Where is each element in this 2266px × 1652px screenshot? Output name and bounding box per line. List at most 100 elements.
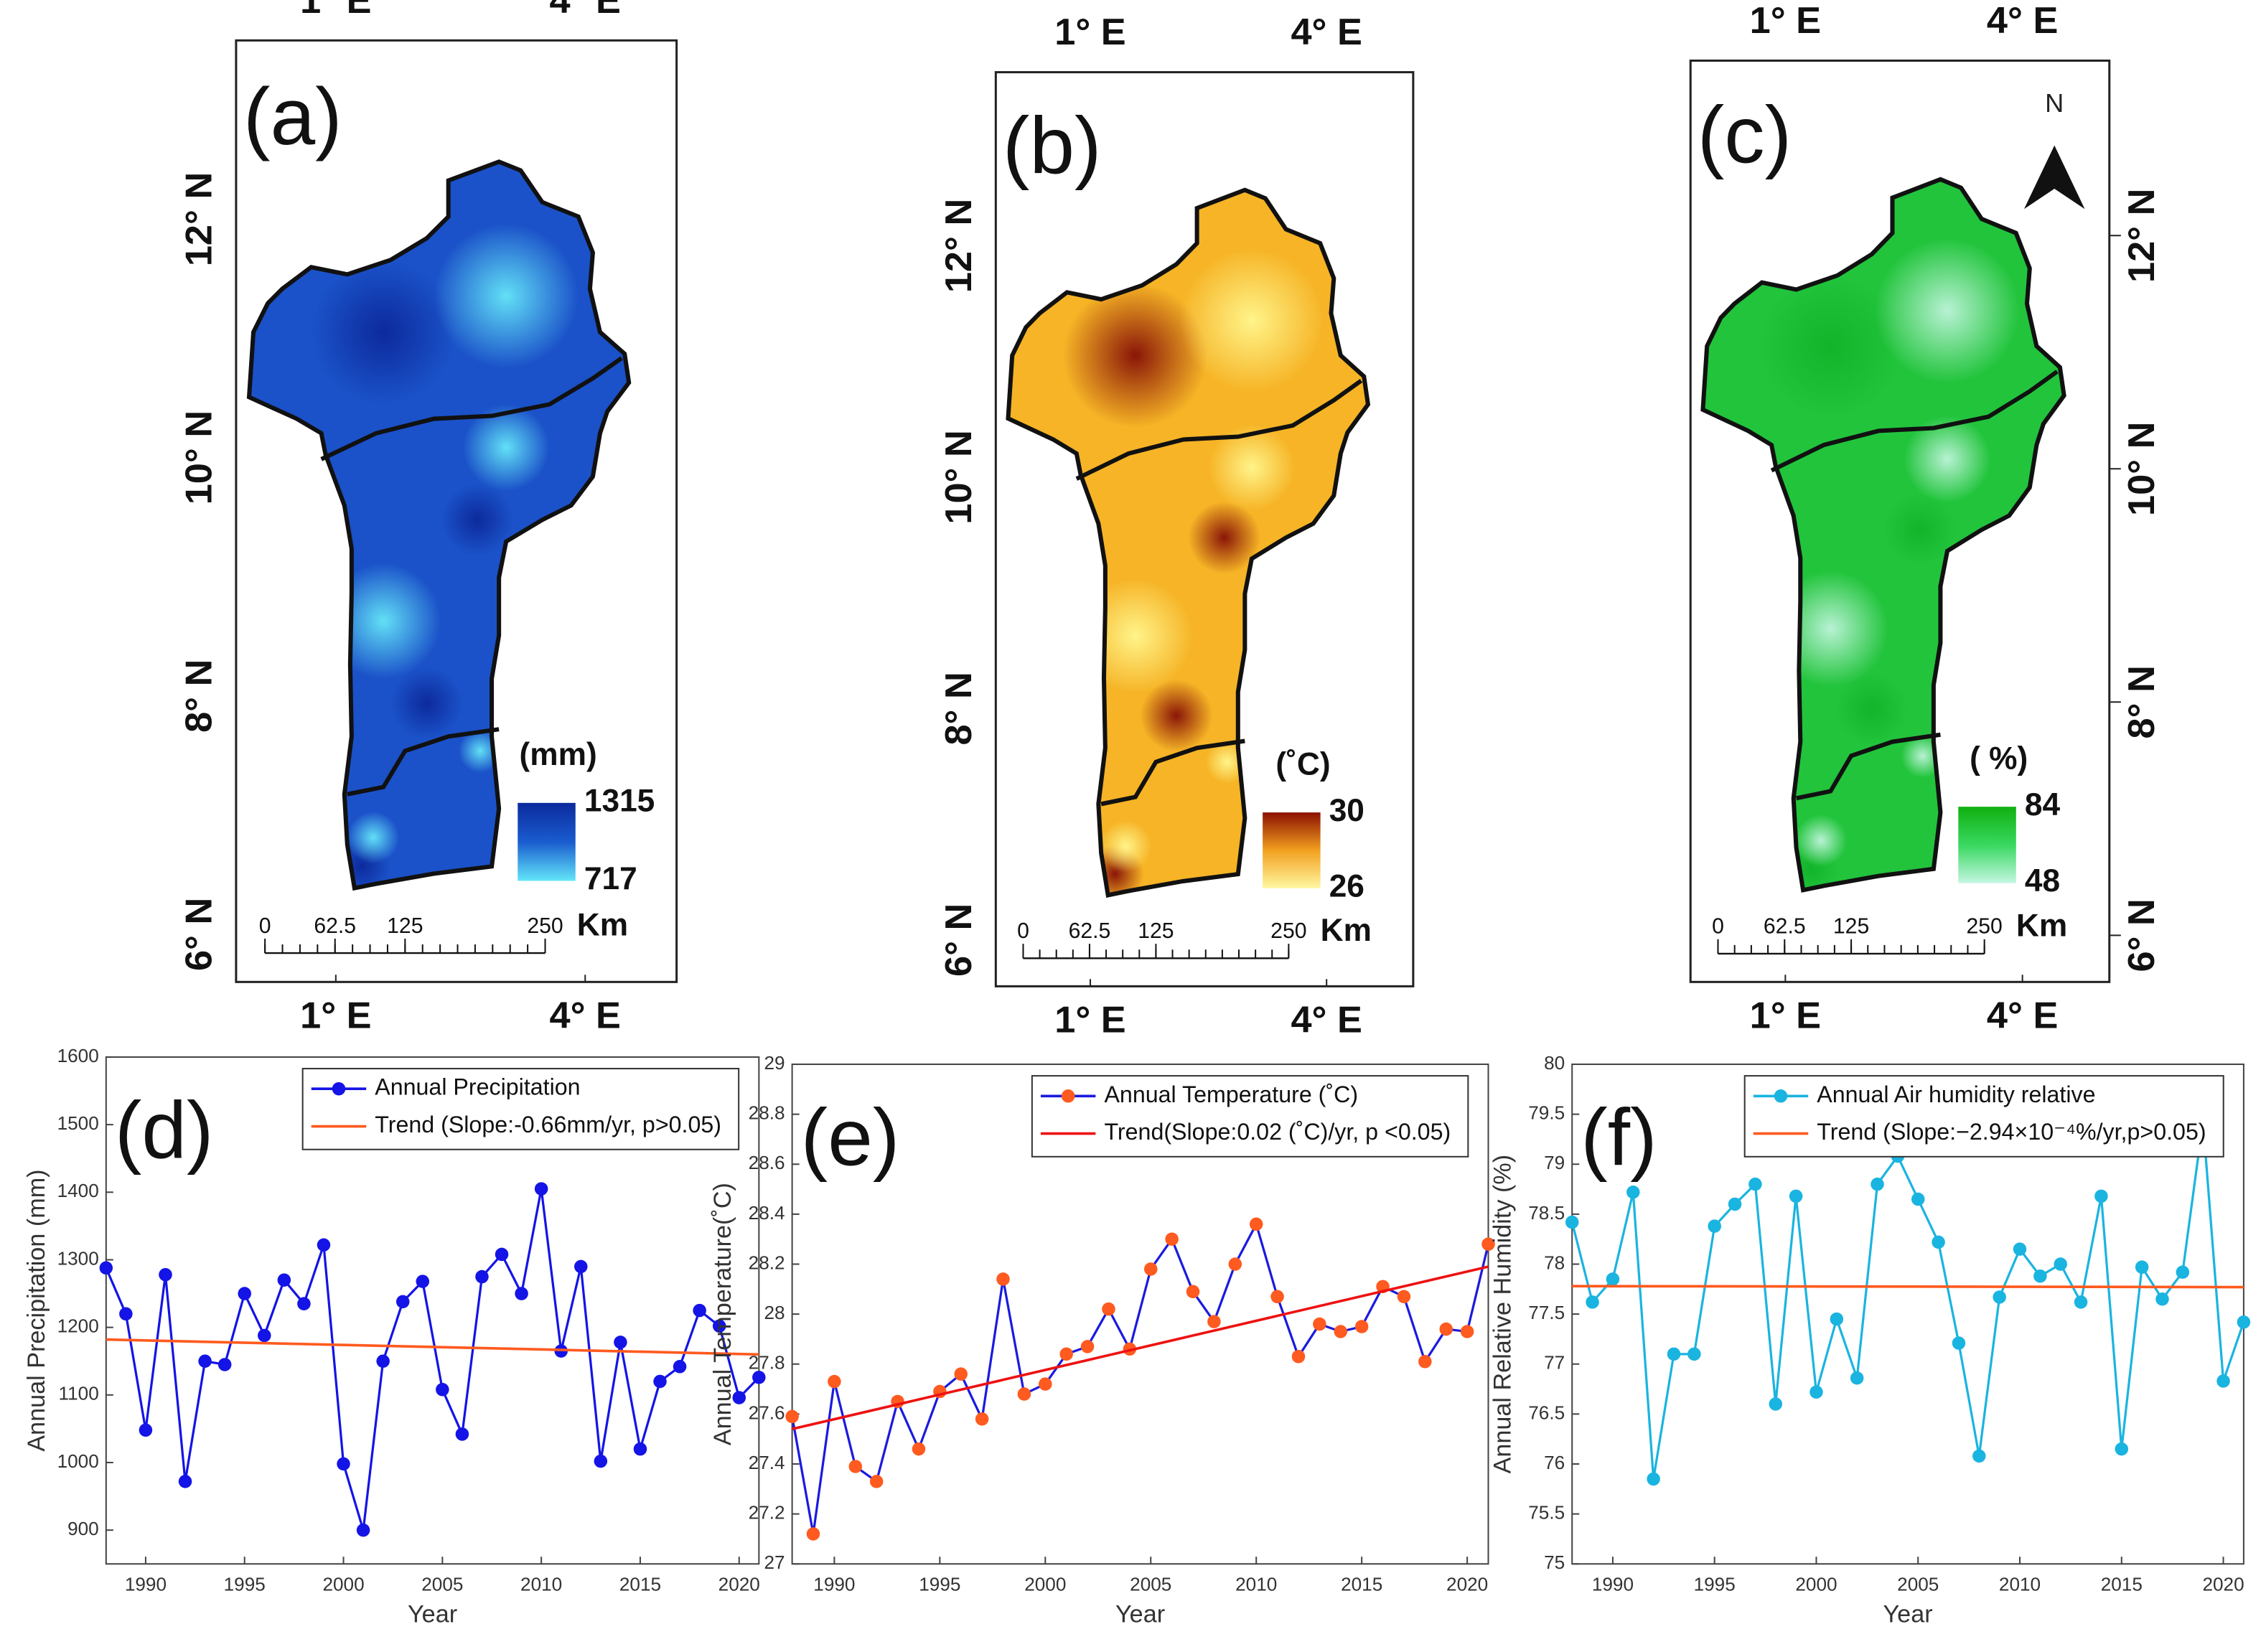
plot-area [99, 1182, 766, 1537]
data-point [277, 1273, 291, 1287]
y-tick-label: 27.2 [749, 1502, 785, 1524]
map-panel: (b) 1° E 1° E 4° E 4° E 6° N 8° N 10° N 12° N (˚C… [938, 11, 1415, 1041]
data-point [475, 1269, 489, 1284]
data-point [693, 1303, 706, 1318]
data-point [119, 1307, 133, 1321]
data-point [1871, 1177, 1884, 1191]
data-point [198, 1354, 212, 1368]
y-tick-label: 28.8 [749, 1102, 785, 1124]
data-point [1460, 1325, 1474, 1338]
legend: Annual Precipitation Trend (Slope:-0.66mm… [301, 1068, 740, 1150]
scalebar-unit: Km [1321, 913, 1372, 948]
y-tick-label: 900 [67, 1518, 99, 1539]
y-axis-label: Annual Precipitation (mm) [23, 1169, 50, 1451]
data-point [1039, 1377, 1052, 1391]
legend-marker [1061, 1089, 1075, 1103]
data-point [2054, 1257, 2067, 1271]
series-line [1572, 1285, 2244, 1289]
region-border [1100, 738, 1245, 807]
x-tick-label: 2000 [1795, 1573, 1837, 1595]
x-tick-label: 2000 [322, 1573, 364, 1595]
data-point [217, 1358, 232, 1371]
y-tick-label: 28 [764, 1302, 785, 1323]
map-fill [1703, 179, 2064, 891]
data-point [996, 1272, 1010, 1286]
scalebar-unit: Km [2016, 908, 2067, 943]
data-point [1687, 1347, 1701, 1361]
x-tick-label: 2005 [1130, 1573, 1171, 1595]
y-tick-label: 28.4 [749, 1202, 785, 1224]
data-point [297, 1297, 311, 1310]
data-point [1586, 1295, 1599, 1309]
y-tick-label: 27 [764, 1552, 785, 1573]
map-spot [311, 260, 456, 405]
data-point [954, 1367, 968, 1381]
y-tick-label: 27.6 [749, 1402, 785, 1423]
series-line [791, 1221, 1490, 1534]
scalebar-label: 250 [1270, 919, 1306, 943]
data-point [673, 1360, 687, 1374]
map-spot [390, 667, 463, 740]
colorbar-tick-label: 717 [584, 861, 637, 896]
map-panel: (a) 1° E 1° E 4° E 4° E 6° N 8° N 10° N 12° N (mm… [178, 0, 678, 1036]
y-tick-label: 79.5 [1528, 1102, 1565, 1124]
data-point [2115, 1442, 2129, 1456]
data-point [1647, 1472, 1660, 1486]
data-point [2176, 1265, 2190, 1279]
map-frame [1689, 60, 2111, 983]
data-point [317, 1238, 331, 1252]
series-line [1570, 1121, 2245, 1480]
y-tick-label: 8° N [2121, 665, 2163, 738]
data-point [828, 1374, 841, 1389]
colorbar-label: (˚C) [1275, 746, 1330, 782]
x-tick-label: 2005 [421, 1573, 463, 1595]
map-spot [462, 404, 550, 492]
map-spot [1758, 273, 1903, 418]
map-spot [1063, 283, 1208, 428]
y-tick-label: 75 [1544, 1552, 1565, 1573]
map-fill [249, 161, 629, 888]
data-point [594, 1454, 608, 1468]
scalebar-label: 0 [1017, 919, 1029, 943]
y-tick-label: 78 [1544, 1252, 1565, 1273]
colorbar [1958, 807, 2016, 883]
legend: Annual Air humidity relative Trend (Slope… [1743, 1075, 2224, 1158]
line-chart: 27 27.2 27.4 27.6 27.8 28 28.2 28.4 28.6 28.8 29 19… [709, 1052, 1495, 1628]
x-tick-label: 4° E [1987, 0, 2058, 42]
data-point [912, 1442, 926, 1456]
panel-label: (d) [115, 1084, 214, 1175]
data-point [1993, 1290, 2006, 1304]
data-point [376, 1354, 390, 1368]
scalebar-label: 62.5 [1764, 915, 1806, 939]
y-axis-label: Annual Temperature(˚C) [709, 1183, 736, 1445]
data-point [178, 1475, 192, 1488]
legend-box [1743, 1075, 2224, 1158]
x-tick-label: 2015 [619, 1573, 661, 1595]
colorbar [1263, 812, 1321, 888]
x-tick-label: 1995 [1694, 1573, 1736, 1595]
scalebar-label: 125 [387, 914, 423, 938]
data-point [785, 1409, 799, 1424]
data-point [1789, 1189, 1803, 1203]
data-point [395, 1295, 410, 1309]
data-point [258, 1328, 271, 1343]
legend-marker [332, 1081, 346, 1096]
data-point [1228, 1257, 1242, 1271]
x-tick-label: 4° E [550, 995, 621, 1036]
data-point [1606, 1272, 1620, 1286]
colorbar-tick-label: 48 [2025, 863, 2060, 898]
y-tick-label: 6° N [938, 904, 980, 977]
legend-label: Annual Precipitation [375, 1074, 580, 1100]
y-tick-label: 77 [1544, 1352, 1565, 1374]
map-spot [441, 484, 514, 556]
data-point [1059, 1347, 1073, 1361]
line-chart: 75 75.5 76 76.5 77 77.5 78 78.5 79 79.5 80 1990 1995… [1489, 1052, 2251, 1628]
data-point [752, 1371, 766, 1384]
map-fill [1008, 189, 1368, 896]
map-spot [1875, 238, 2020, 383]
y-tick-label: 27.4 [749, 1452, 785, 1473]
data-point [534, 1182, 548, 1196]
plot-area [1565, 1114, 2251, 1486]
